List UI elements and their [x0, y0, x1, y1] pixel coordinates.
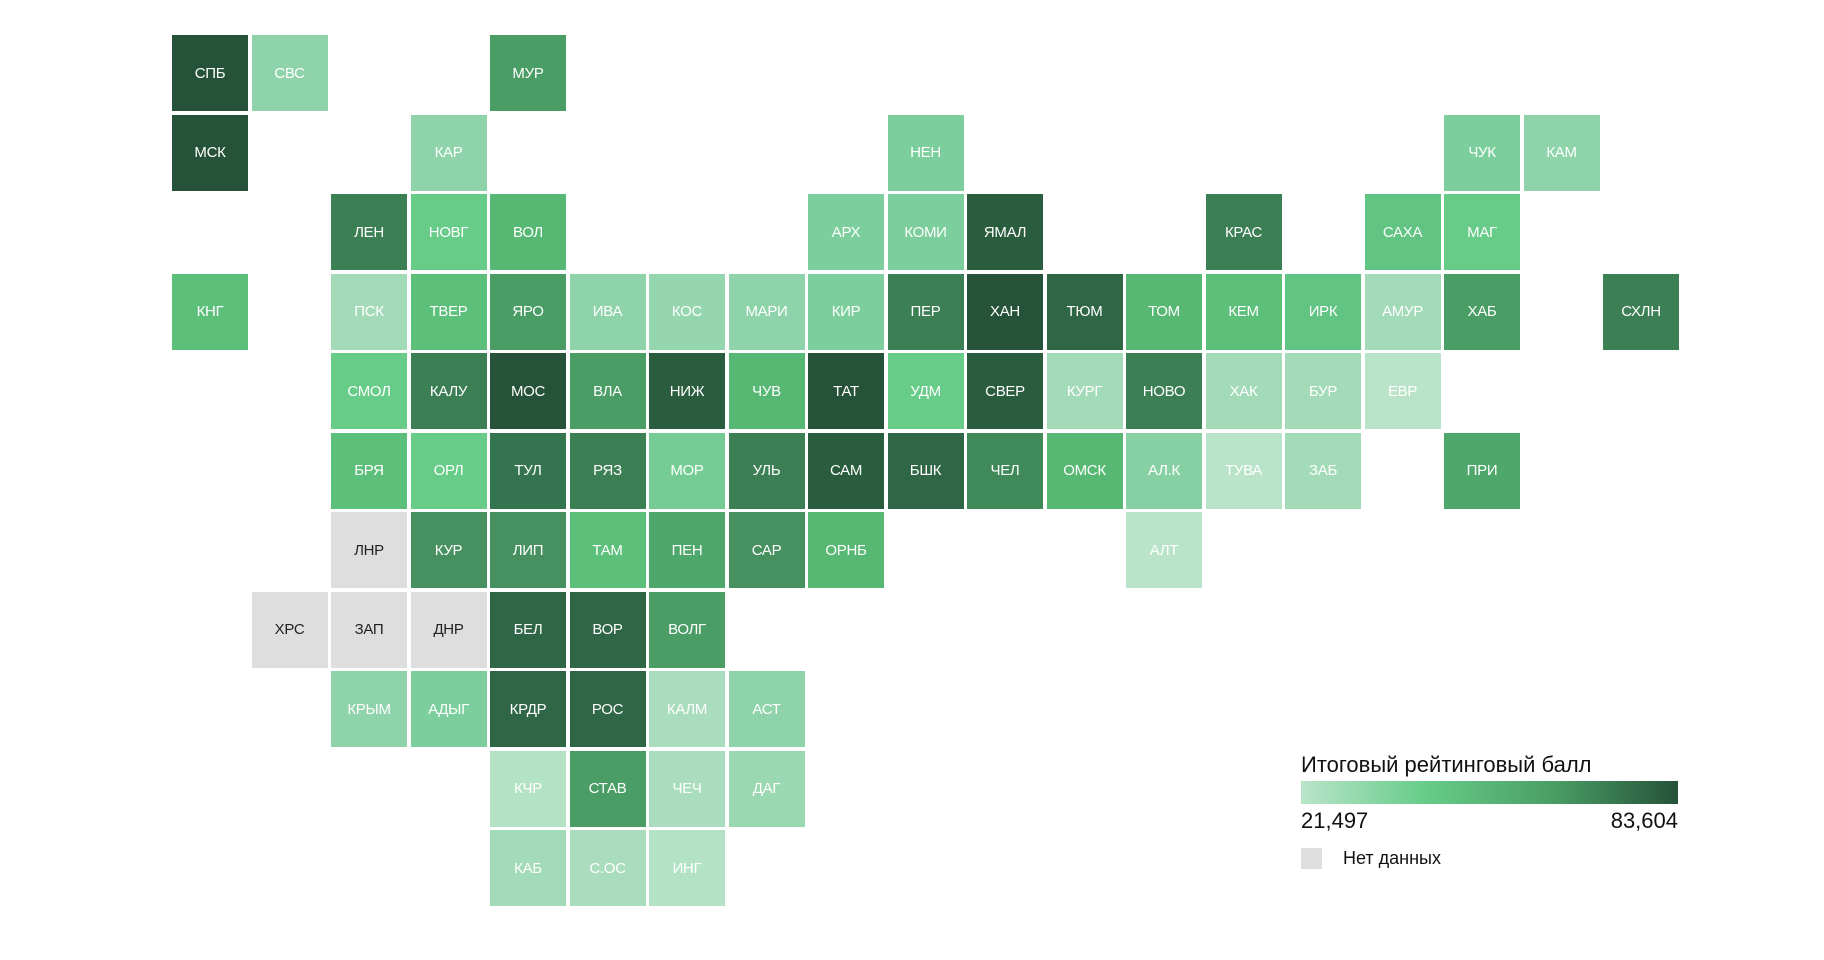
color-legend: Итоговый рейтинговый балл 21,497 83,604 … — [1301, 752, 1678, 869]
region-tile[interactable]: КАР — [410, 114, 487, 191]
region-tile[interactable]: ЕВР — [1364, 353, 1441, 429]
region-tile[interactable]: РЯЗ — [569, 432, 646, 509]
region-tile[interactable]: БШК — [887, 432, 964, 509]
region-tile[interactable]: АСТ — [728, 671, 805, 747]
region-tile[interactable]: СВЕР — [967, 353, 1043, 429]
region-tile[interactable]: ТУЛ — [490, 432, 566, 509]
region-tile[interactable]: ЗАП — [331, 591, 407, 668]
region-tile[interactable]: КУРГ — [1046, 353, 1123, 429]
region-tile[interactable]: СВС — [251, 35, 328, 111]
region-tile[interactable]: ВОР — [569, 591, 646, 668]
region-tile[interactable]: ТУВА — [1205, 432, 1282, 509]
region-tile[interactable]: С.ОС — [569, 830, 646, 906]
region-tile[interactable]: ХАН — [967, 273, 1043, 350]
region-tile[interactable]: ТОМ — [1126, 273, 1202, 350]
region-tile[interactable]: ДАГ — [728, 750, 805, 827]
region-tile[interactable]: ПСК — [331, 273, 407, 350]
region-tile[interactable]: МСК — [172, 114, 248, 191]
region-tile[interactable]: НОВГ — [410, 194, 487, 270]
legend-no-data: Нет данных — [1301, 848, 1678, 869]
region-tile[interactable]: ТАТ — [808, 353, 884, 429]
region-tile[interactable]: ХРС — [251, 591, 328, 668]
region-tile[interactable]: БЕЛ — [490, 591, 566, 668]
region-tile[interactable]: КАМ — [1523, 114, 1600, 191]
region-tile[interactable]: МОР — [649, 432, 725, 509]
region-tile[interactable]: ДНР — [410, 591, 487, 668]
region-tile[interactable]: ХАБ — [1444, 273, 1520, 350]
region-tile[interactable]: ЛИП — [490, 512, 566, 588]
region-tile[interactable]: АДЫГ — [410, 671, 487, 747]
region-tile[interactable]: КИР — [808, 273, 884, 350]
region-tile[interactable]: МУР — [490, 35, 566, 111]
legend-min-label: 21,497 — [1301, 808, 1369, 833]
region-tile[interactable]: ВЛА — [569, 353, 646, 429]
region-tile[interactable]: БРЯ — [331, 432, 407, 509]
region-tile[interactable]: КРАС — [1205, 194, 1282, 270]
legend-gradient-bar — [1301, 781, 1678, 804]
region-tile[interactable]: АЛ.К — [1126, 432, 1202, 509]
region-tile[interactable]: ТАМ — [569, 512, 646, 588]
region-tile[interactable]: КАБ — [490, 830, 566, 906]
region-tile[interactable]: ИНГ — [649, 830, 725, 906]
region-tile[interactable]: ЯРО — [490, 273, 566, 350]
region-tile[interactable]: КЧР — [490, 750, 566, 827]
region-tile[interactable]: МАГ — [1444, 194, 1520, 270]
region-tile[interactable]: СХЛН — [1603, 273, 1679, 350]
region-tile[interactable]: ИВА — [569, 273, 646, 350]
region-tile[interactable]: КОС — [649, 273, 725, 350]
region-tile[interactable]: НИЖ — [649, 353, 725, 429]
region-tile[interactable]: УЛЬ — [728, 432, 805, 509]
region-tile[interactable]: ЯМАЛ — [967, 194, 1043, 270]
region-tile[interactable]: УДМ — [887, 353, 964, 429]
region-tile[interactable]: КУР — [410, 512, 487, 588]
region-tile[interactable]: КРЫМ — [331, 671, 407, 747]
region-tile[interactable]: ЧУВ — [728, 353, 805, 429]
region-tile[interactable]: МОС — [490, 353, 566, 429]
legend-title: Итоговый рейтинговый балл — [1301, 752, 1592, 777]
region-tile[interactable]: ОРЛ — [410, 432, 487, 509]
region-tile[interactable]: ЧЕЧ — [649, 750, 725, 827]
region-tile[interactable]: ПЕР — [887, 273, 964, 350]
region-tile[interactable]: АМУР — [1364, 273, 1441, 350]
region-tile[interactable]: ЧУК — [1444, 114, 1520, 191]
region-tile[interactable]: АЛТ — [1126, 512, 1202, 588]
region-tile[interactable]: ЗАБ — [1285, 432, 1361, 509]
region-tile[interactable]: ВОЛ — [490, 194, 566, 270]
no-data-swatch — [1301, 848, 1322, 869]
region-tile[interactable]: ПРИ — [1444, 432, 1520, 509]
region-tile[interactable]: МАРИ — [728, 273, 805, 350]
region-tile[interactable]: КАЛУ — [410, 353, 487, 429]
region-tile[interactable]: КАЛМ — [649, 671, 725, 747]
region-tile[interactable]: АРХ — [808, 194, 884, 270]
region-tile[interactable]: СТАВ — [569, 750, 646, 827]
region-tile[interactable]: САР — [728, 512, 805, 588]
region-tile[interactable]: СМОЛ — [331, 353, 407, 429]
region-tile[interactable]: РОС — [569, 671, 646, 747]
region-tile[interactable]: НОВО — [1126, 353, 1202, 429]
region-tile[interactable]: ТЮМ — [1046, 273, 1123, 350]
region-tile[interactable]: ОМСК — [1046, 432, 1123, 509]
region-tile[interactable]: СПБ — [172, 35, 248, 111]
region-tile[interactable]: КНГ — [172, 273, 248, 350]
region-tile[interactable]: ОРНБ — [808, 512, 884, 588]
region-tile[interactable]: НЕН — [887, 114, 964, 191]
region-tile[interactable]: БУР — [1285, 353, 1361, 429]
region-tile[interactable]: КОМИ — [887, 194, 964, 270]
region-tile[interactable]: ЧЕЛ — [967, 432, 1043, 509]
region-tile[interactable]: ХАК — [1205, 353, 1282, 429]
region-tile[interactable]: ВОЛГ — [649, 591, 725, 668]
region-tile[interactable]: ТВЕР — [410, 273, 487, 350]
region-tile[interactable]: ПЕН — [649, 512, 725, 588]
region-tile[interactable]: ИРК — [1285, 273, 1361, 350]
region-tile[interactable]: КЕМ — [1205, 273, 1282, 350]
region-tile[interactable]: КРДР — [490, 671, 566, 747]
no-data-label: Нет данных — [1343, 848, 1441, 868]
region-tile[interactable]: ЛНР — [331, 512, 407, 588]
region-tile[interactable]: САХА — [1364, 194, 1441, 270]
region-tile[interactable]: ЛЕН — [331, 194, 407, 270]
region-tile[interactable]: САМ — [808, 432, 884, 509]
legend-max-label: 83,604 — [1610, 808, 1678, 833]
